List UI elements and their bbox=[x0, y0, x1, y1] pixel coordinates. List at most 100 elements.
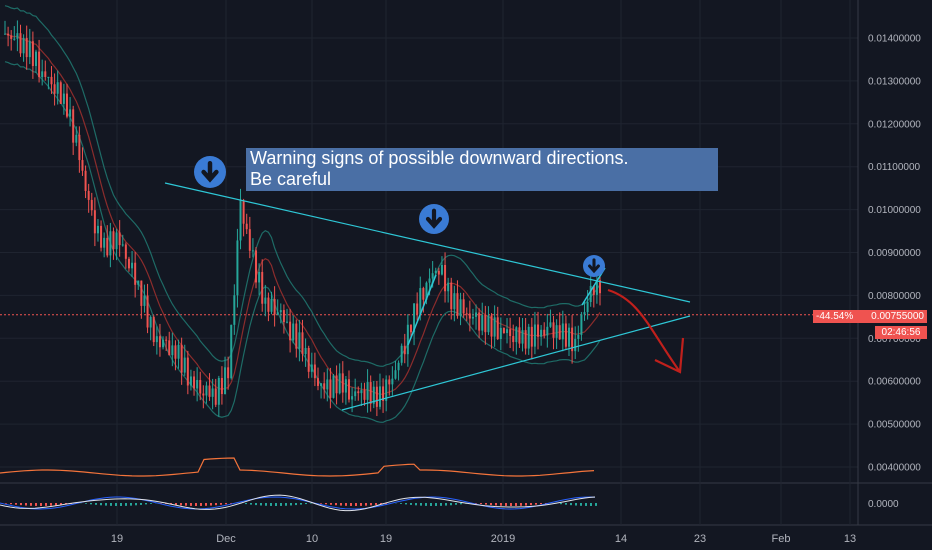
x-tick-label: 23 bbox=[694, 533, 706, 545]
macd-histogram-bar bbox=[200, 503, 202, 506]
candle-body bbox=[124, 244, 127, 259]
macd-histogram-bar bbox=[400, 503, 402, 504]
candle-body bbox=[196, 379, 199, 389]
candle-body bbox=[335, 375, 338, 394]
macd-histogram-bar bbox=[415, 503, 417, 506]
macd-histogram-bar bbox=[280, 503, 282, 506]
macd-histogram-bar bbox=[420, 503, 422, 506]
candle-body bbox=[115, 232, 118, 250]
y-tick-label: 0.00600000 bbox=[868, 377, 921, 388]
candle-body bbox=[425, 282, 428, 300]
candle-body bbox=[177, 344, 180, 359]
macd-histogram-bar bbox=[40, 503, 42, 506]
lower-trendline bbox=[341, 315, 691, 411]
candle-body bbox=[16, 33, 19, 39]
candle-body bbox=[47, 76, 50, 78]
x-axis: 19 Dec 10 19 2019 14 23 Feb 13 bbox=[111, 533, 856, 545]
candle-body bbox=[165, 339, 168, 341]
candle-body bbox=[103, 237, 106, 248]
candle-body bbox=[233, 295, 236, 325]
macd-histogram-bar bbox=[495, 503, 497, 506]
lower-band bbox=[4, 61, 601, 423]
candle-body bbox=[440, 264, 443, 275]
candle-body bbox=[437, 270, 440, 275]
marker-arrow bbox=[201, 160, 219, 183]
candle-body bbox=[456, 293, 459, 317]
candle-body bbox=[490, 315, 493, 337]
macd-histogram-bar bbox=[365, 503, 367, 506]
candle-body bbox=[158, 336, 161, 348]
candle-body bbox=[13, 38, 16, 40]
candle-body bbox=[422, 288, 425, 300]
macd-signal-line bbox=[0, 494, 596, 512]
y-tick-label: 0.00400000 bbox=[868, 463, 921, 474]
candle-body bbox=[50, 76, 53, 85]
macd-histogram-bar bbox=[500, 503, 502, 506]
macd-histogram-bar bbox=[325, 503, 327, 505]
candle-body bbox=[65, 93, 68, 117]
x-tick-label: Dec bbox=[216, 533, 236, 545]
candle-body bbox=[214, 388, 217, 405]
candle-body bbox=[561, 323, 564, 340]
macd-histogram-bar bbox=[175, 503, 177, 505]
candle-body bbox=[527, 326, 530, 349]
candle-body bbox=[245, 223, 248, 230]
macd-histogram-bar bbox=[375, 503, 377, 505]
countdown-tag: 02:46:56 bbox=[875, 326, 927, 339]
macd-histogram-bar bbox=[45, 503, 47, 506]
candle-body bbox=[90, 199, 93, 211]
candle-body bbox=[131, 262, 134, 269]
y-tick-label: 0.01200000 bbox=[868, 119, 921, 130]
candle-body bbox=[307, 347, 310, 372]
candle-body bbox=[7, 33, 10, 36]
macd-histogram-bar bbox=[385, 503, 387, 504]
candle-body bbox=[444, 264, 447, 292]
candle-body bbox=[468, 313, 471, 319]
candle-body bbox=[211, 388, 214, 397]
macd-histogram-bar bbox=[50, 503, 52, 506]
candle-body bbox=[475, 312, 478, 317]
trendlines bbox=[164, 182, 691, 411]
candle-body bbox=[93, 210, 96, 234]
macd-histogram-bar bbox=[90, 503, 92, 505]
macd-histogram-bar bbox=[300, 503, 302, 505]
macd-histogram-bar bbox=[590, 503, 592, 506]
candle-body bbox=[481, 315, 484, 331]
candle-body bbox=[354, 391, 357, 397]
candle-body bbox=[236, 240, 239, 296]
candle-body bbox=[100, 225, 103, 248]
candle-body bbox=[524, 330, 527, 349]
candle-body bbox=[220, 377, 223, 395]
candle-body bbox=[227, 367, 230, 379]
candle-body bbox=[493, 317, 496, 337]
candle-body bbox=[471, 316, 474, 319]
candle-body bbox=[394, 370, 397, 379]
candle-body bbox=[78, 134, 81, 161]
candle-body bbox=[372, 386, 375, 404]
candle-body bbox=[248, 229, 251, 251]
candle-body bbox=[279, 310, 282, 313]
current-price: 0.00755000 bbox=[871, 311, 924, 322]
candle-body bbox=[109, 231, 112, 256]
candle-body bbox=[574, 338, 577, 352]
candle-body bbox=[416, 303, 419, 315]
candle-body bbox=[146, 295, 149, 328]
macd-histogram-bar bbox=[150, 503, 152, 504]
candle-body bbox=[586, 302, 589, 313]
candle-body bbox=[589, 285, 592, 303]
macd-histogram-bar bbox=[490, 503, 492, 506]
candle-body bbox=[174, 345, 177, 359]
candle-body bbox=[208, 385, 211, 397]
candle-body bbox=[484, 315, 487, 333]
candle-body bbox=[323, 383, 326, 390]
macd-histogram-bar bbox=[430, 503, 432, 506]
macd-histogram-bar bbox=[225, 503, 227, 505]
candle-body bbox=[310, 364, 313, 372]
candle-body bbox=[239, 200, 242, 241]
candle-body bbox=[183, 357, 186, 373]
candle-body bbox=[140, 280, 143, 306]
candle-body bbox=[413, 303, 416, 333]
macd-histogram-bar bbox=[180, 503, 182, 506]
macd-histogram-bar bbox=[330, 503, 332, 505]
